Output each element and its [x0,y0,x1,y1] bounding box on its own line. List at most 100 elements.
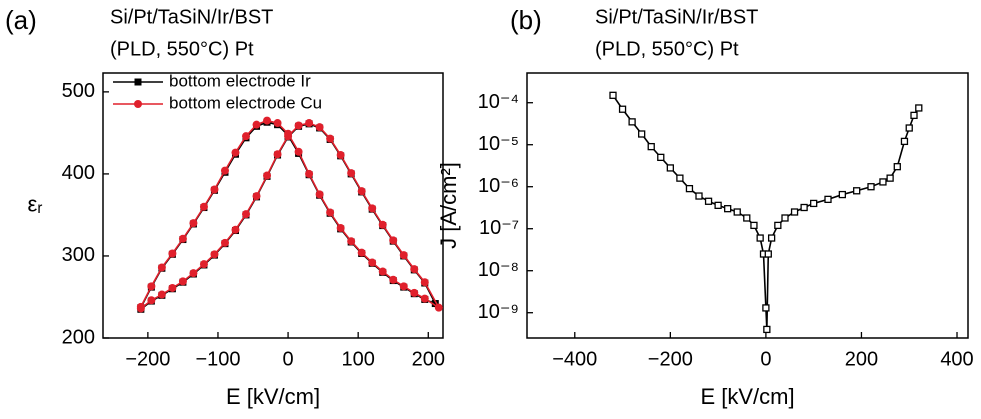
data-point [147,296,156,305]
data-point [781,214,789,222]
data-point [315,123,324,132]
data-point [685,184,694,193]
data-point [399,282,408,291]
data-point [189,269,198,278]
data-point [357,248,366,257]
data-point [326,134,335,143]
data-point [347,237,356,246]
data-point [199,260,208,269]
data-point [252,192,261,201]
data-point [368,204,377,213]
data-point [157,263,166,272]
data-point [242,132,251,141]
plot-frame [526,72,969,339]
data-point [764,250,772,258]
data-point [210,250,219,259]
chart-title: Si/Pt/TaSiN/Ir/BST [595,6,758,28]
chart-title: Si/Pt/TaSiN/Ir/BST [110,6,273,28]
x-tick-label: 400 [940,348,973,370]
plot-frame [102,72,444,339]
data-point [724,205,732,213]
legend-marker [134,100,142,108]
data-point [136,302,145,311]
data-point [220,238,229,247]
x-tick-label: 100 [341,348,374,370]
data-point [790,208,799,216]
legend-marker [134,78,142,86]
data-point [763,325,771,334]
data-point [389,275,398,284]
panel-label: (a) [5,5,37,35]
y-tick-label: 500 [62,80,95,102]
y-tick-label: 300 [62,244,95,266]
x-axis-label: E [kV/cm] [226,384,320,409]
data-point [178,234,187,243]
chart-subtitle: (PLD, 550°C) Pt [110,38,254,60]
data-point [676,174,684,182]
data-point [810,199,818,208]
data-point [666,164,674,172]
data-point [743,214,751,222]
data-point [657,153,665,162]
data-point [336,224,345,233]
y-tick-label: 10⁻⁷ [479,217,519,239]
data-point [774,221,782,230]
data-point [714,201,722,210]
series-line [612,94,920,330]
y-tick-label: 10⁻⁹ [478,301,519,323]
y-axis-label: J [A/cm²] [436,162,461,249]
data-point [389,236,398,245]
data-point [294,147,303,156]
y-tick-label: 200 [62,326,95,348]
chart-subtitle: (PLD, 550°C) Pt [595,38,739,60]
data-point [326,208,335,217]
data-point [431,300,439,308]
data-point [910,111,918,120]
data-point [220,166,229,175]
data-point [357,187,366,196]
data-point [609,91,617,99]
data-point [315,190,324,199]
legend-label: bottom electrode Cu [169,93,322,112]
x-tick-label: 0 [760,348,771,370]
data-point [273,150,282,159]
data-point [410,265,419,274]
data-point [762,304,770,312]
data-point [157,290,166,299]
data-point [231,148,240,157]
x-tick-label: −400 [552,348,597,370]
data-point [378,220,387,229]
data-point [263,116,272,125]
data-point [618,105,627,113]
data-point [704,197,713,205]
data-point [252,120,261,129]
legend-label: bottom electrode Ir [169,71,311,90]
data-point [638,130,646,138]
data-point [750,221,758,230]
data-point [168,249,177,258]
data-point [420,278,429,287]
data-point [756,234,764,242]
y-tick-label: 400 [62,162,95,184]
data-point [231,225,240,234]
data-point [399,251,408,260]
data-point [189,219,198,228]
y-tick-label: 10⁻⁶ [478,175,519,197]
data-point [368,258,377,267]
data-point [168,283,177,292]
data-point [347,169,356,178]
data-point [905,124,913,132]
y-tick-label: 10⁻⁵ [478,133,519,155]
data-point [647,142,655,151]
data-point [178,277,187,286]
data-point [867,183,875,191]
data-point [410,288,419,297]
data-point [305,169,314,178]
data-point [628,118,636,126]
data-point [434,303,443,312]
data-point [305,119,314,128]
data-point [900,137,909,146]
x-tick-label: −100 [195,348,240,370]
y-tick-label: 10⁻⁴ [478,91,519,113]
